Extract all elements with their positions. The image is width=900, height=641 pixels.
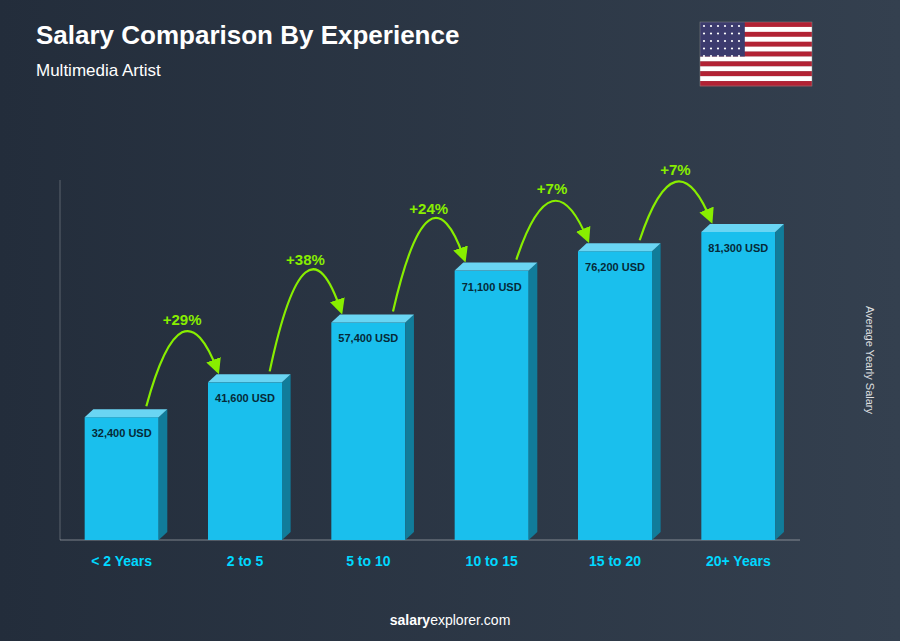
flag-star — [703, 55, 705, 57]
flag-star — [738, 47, 740, 49]
flag-canton — [700, 22, 745, 56]
flag-star — [703, 25, 705, 27]
annotation: +24% — [409, 200, 448, 217]
flag-stripe — [700, 61, 812, 66]
bar-top — [331, 314, 414, 322]
x-tick-label: 15 to 20 — [589, 553, 641, 569]
flag-star — [731, 55, 733, 57]
flag-star — [703, 40, 705, 42]
flag-star — [710, 32, 712, 34]
flag-stripe — [700, 56, 812, 61]
data-label: 71,100 USD — [462, 281, 522, 293]
annotation: +29% — [163, 311, 202, 328]
annotation: +7% — [537, 180, 567, 197]
flag-stripe — [700, 81, 812, 86]
chart: Salary Comparison By Experience Multimedi… — [0, 0, 900, 641]
annotation: +38% — [286, 251, 325, 268]
bar-side — [159, 409, 168, 540]
change-arrow — [516, 201, 588, 260]
data-label: 32,400 USD — [92, 427, 152, 439]
bar-top — [578, 243, 661, 251]
bar-top — [701, 224, 784, 232]
bar — [331, 322, 405, 540]
flag-star — [731, 25, 733, 27]
arrows: +29% +38% +24% +7% +7% — [146, 161, 711, 406]
change-arrow — [393, 218, 465, 312]
flag-star — [724, 25, 726, 27]
data-label: 81,300 USD — [708, 242, 768, 254]
x-tick-label: < 2 Years — [91, 553, 152, 569]
change-arrow — [640, 181, 712, 240]
bar-side — [282, 374, 291, 540]
flag-stripe — [700, 66, 812, 71]
bar-side — [405, 314, 414, 540]
flag-star — [724, 55, 726, 57]
flag-star — [703, 32, 705, 34]
bar-top — [85, 409, 168, 417]
flag-star — [738, 55, 740, 57]
flag-star — [731, 32, 733, 34]
footer-normal: explorer.com — [430, 612, 510, 628]
flag-star — [738, 40, 740, 42]
flag-stripe — [700, 76, 812, 81]
footer: salaryexplorer.com — [390, 612, 511, 628]
flag-star — [717, 47, 719, 49]
subtitle: Multimedia Artist — [36, 61, 161, 80]
flag-star — [738, 32, 740, 34]
flag-star — [717, 32, 719, 34]
bar-side — [529, 263, 538, 540]
x-axis-line — [60, 540, 800, 541]
bar-top — [208, 374, 291, 382]
flag-star — [738, 25, 740, 27]
bar-top — [455, 263, 538, 271]
flag-star — [710, 47, 712, 49]
bar — [208, 382, 282, 540]
flag-star — [717, 55, 719, 57]
flag-border — [700, 22, 812, 86]
background — [0, 0, 900, 641]
flag-star — [703, 47, 705, 49]
flag-star — [710, 55, 712, 57]
title: Salary Comparison By Experience — [36, 20, 459, 50]
y-axis-line — [60, 180, 61, 540]
flag-star — [731, 47, 733, 49]
flag-star — [731, 40, 733, 42]
x-tick-label: 20+ Years — [706, 553, 771, 569]
change-arrow — [270, 269, 342, 371]
flag-star — [710, 40, 712, 42]
flag — [700, 22, 812, 86]
labels: 32,400 USD < 2 Years 41,600 USD 2 to 5 57,40… — [91, 242, 771, 569]
x-tick-label: 10 to 15 — [466, 553, 518, 569]
flag-star — [717, 25, 719, 27]
flag-star — [724, 47, 726, 49]
x-tick-label: 5 to 10 — [346, 553, 391, 569]
data-label: 41,600 USD — [215, 392, 275, 404]
flag-star — [724, 32, 726, 34]
flag-star — [717, 40, 719, 42]
bar — [85, 417, 159, 540]
bar — [578, 251, 652, 540]
bar-side — [652, 243, 661, 540]
bar-side — [775, 224, 784, 540]
bar — [701, 232, 775, 540]
flag-stripe — [700, 71, 812, 76]
x-tick-label: 2 to 5 — [227, 553, 264, 569]
bars — [85, 224, 784, 540]
flag-star — [724, 40, 726, 42]
flag-star — [710, 25, 712, 27]
y-axis-label: Average Yearly Salary — [864, 306, 876, 415]
footer-bold: salary — [390, 612, 431, 628]
bar — [455, 271, 529, 540]
change-arrow — [146, 331, 218, 406]
data-label: 76,200 USD — [585, 261, 645, 273]
annotation: +7% — [660, 161, 690, 178]
data-label: 57,400 USD — [338, 332, 398, 344]
